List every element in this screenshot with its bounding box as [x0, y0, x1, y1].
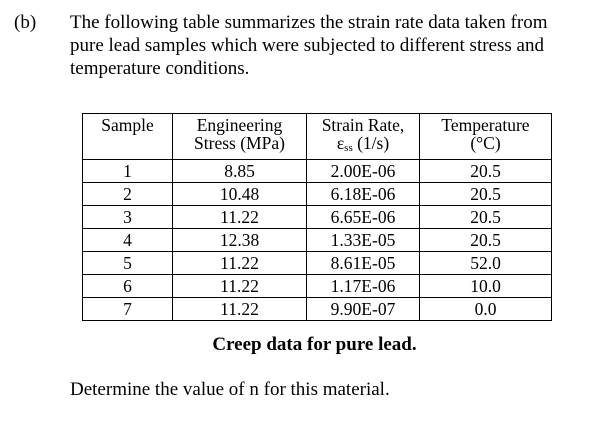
cell-sample: 6 — [82, 274, 173, 298]
cell-sample: 5 — [82, 251, 173, 275]
cell-sample: 3 — [82, 205, 173, 229]
table-row: 7 11.22 9.90E-07 0.0 — [82, 297, 552, 321]
header-temperature: Temperature (°C) — [419, 113, 552, 160]
table-row: 4 12.38 1.33E-05 20.5 — [82, 228, 552, 252]
cell-strain-rate: 2.00E-06 — [306, 159, 420, 183]
table-row: 2 10.48 6.18E-06 20.5 — [82, 182, 552, 206]
table-row: 5 11.22 8.61E-05 52.0 — [82, 251, 552, 275]
cell-sample: 2 — [82, 182, 173, 206]
cell-strain-rate: 6.18E-06 — [306, 182, 420, 206]
question-prompt: Determine the value of n for this materi… — [70, 379, 390, 400]
cell-strain-rate: 1.17E-06 — [306, 274, 420, 298]
table-header-row: Sample Engineering Stress (MPa) Strain R… — [82, 113, 552, 160]
cell-strain-rate: 8.61E-05 — [306, 251, 420, 275]
cell-strain-rate: 6.65E-06 — [306, 205, 420, 229]
question-line: pure lead samples which were subjected t… — [70, 35, 544, 56]
header-engineering-stress: Engineering Stress (MPa) — [172, 113, 307, 160]
table-caption: Creep data for pure lead. — [212, 334, 417, 355]
cell-stress: 11.22 — [172, 274, 307, 298]
cell-stress: 11.22 — [172, 205, 307, 229]
strain-rate-symbol: εss — [336, 133, 353, 154]
cell-sample: 4 — [82, 228, 173, 252]
question-label: (b) — [14, 12, 37, 33]
header-sample: Sample — [82, 113, 173, 160]
cell-temperature: 20.5 — [419, 159, 552, 183]
cell-sample: 7 — [82, 297, 173, 321]
question-line: temperature conditions. — [70, 58, 250, 79]
cell-stress: 10.48 — [172, 182, 307, 206]
cell-stress: 11.22 — [172, 297, 307, 321]
cell-temperature: 0.0 — [419, 297, 552, 321]
table-row: 3 11.22 6.65E-06 20.5 — [82, 205, 552, 229]
cell-sample: 1 — [82, 159, 173, 183]
cell-temperature: 20.5 — [419, 182, 552, 206]
cell-temperature: 20.5 — [419, 205, 552, 229]
cell-temperature: 20.5 — [419, 228, 552, 252]
cell-stress: 11.22 — [172, 251, 307, 275]
table-row: 6 11.22 1.17E-06 10.0 — [82, 274, 552, 298]
cell-stress: 12.38 — [172, 228, 307, 252]
creep-data-table: Sample Engineering Stress (MPa) Strain R… — [82, 113, 552, 321]
question-text: The following table summarizes the strai… — [70, 11, 592, 80]
question-line: The following table summarizes the strai… — [70, 12, 548, 33]
cell-stress: 8.85 — [172, 159, 307, 183]
cell-strain-rate: 9.90E-07 — [306, 297, 420, 321]
header-strain-rate: Strain Rate, εss (1/s) — [306, 113, 420, 160]
cell-strain-rate: 1.33E-05 — [306, 228, 420, 252]
cell-temperature: 10.0 — [419, 274, 552, 298]
strain-rate-unit: (1/s) — [357, 133, 390, 153]
table-row: 1 8.85 2.00E-06 20.5 — [82, 159, 552, 183]
cell-temperature: 52.0 — [419, 251, 552, 275]
